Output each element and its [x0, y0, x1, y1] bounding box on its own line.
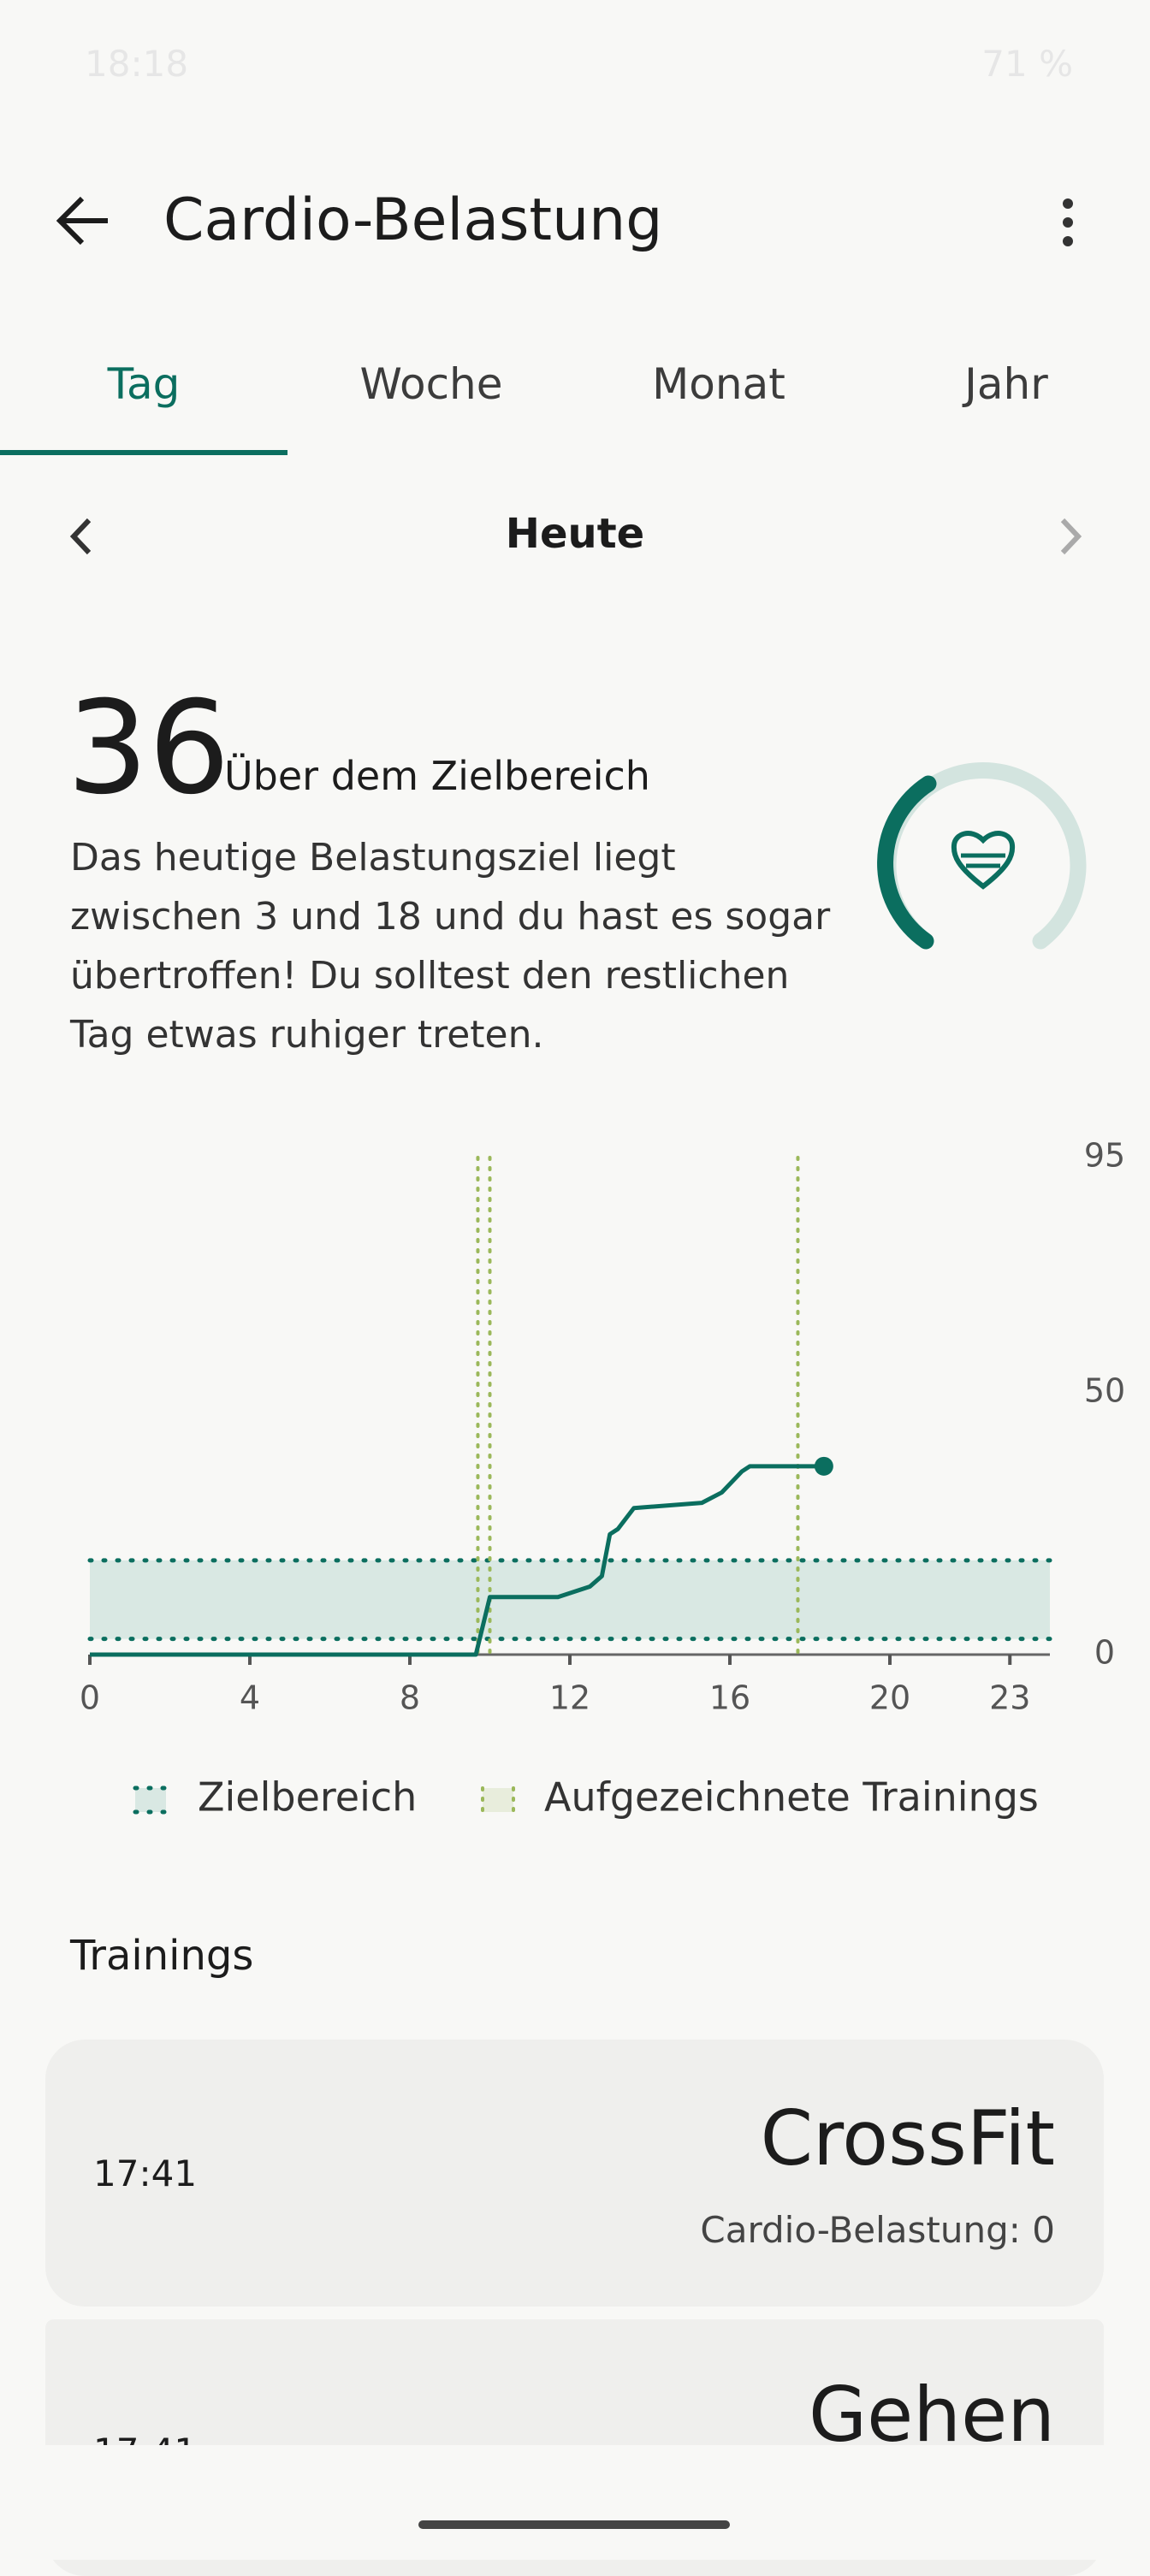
- back-button[interactable]: [51, 190, 113, 252]
- x-tick-label: 0: [80, 1679, 100, 1717]
- legend-label: Aufgezeichnete Trainings: [544, 1774, 1039, 1821]
- x-tick-label: 16: [709, 1679, 750, 1717]
- legend-swatch: [135, 1788, 166, 1812]
- x-tick-label: 8: [400, 1679, 420, 1717]
- gauge: [877, 762, 1087, 950]
- data-line: [90, 1464, 824, 1657]
- tab[interactable]: Woche: [359, 359, 503, 409]
- y-tick-label: 0: [1094, 1634, 1115, 1672]
- legend-label: Zielbereich: [198, 1774, 417, 1821]
- training-name: Gehen: [808, 2371, 1055, 2459]
- y-tick-label: 50: [1084, 1372, 1125, 1410]
- app-title: Cardio-Belastung: [163, 187, 663, 254]
- training-detail: Cardio-Belastung: 0: [700, 2209, 1055, 2251]
- nav-bar: [0, 2445, 1150, 2560]
- home-indicator: [418, 2520, 730, 2529]
- x-tick-label: 20: [869, 1679, 910, 1717]
- tab-indicator: [0, 450, 288, 455]
- next-day[interactable]: [1052, 515, 1087, 558]
- load-value: 36: [67, 674, 230, 823]
- menu-button[interactable]: [1051, 195, 1085, 250]
- status-battery: 71 %: [981, 43, 1073, 85]
- target-band: [90, 1560, 1050, 1639]
- tab[interactable]: Tag: [107, 359, 181, 409]
- load-status: Über dem Zielbereich: [224, 753, 650, 799]
- training-time: 17:41: [93, 2153, 198, 2194]
- y-tick-label: 95: [1084, 1137, 1125, 1175]
- chart: 0 4 8 12 16 20 23 0 50 95 Zielbereich Aufgezeichnet…: [80, 1137, 1125, 1821]
- section-title: Trainings: [70, 1932, 254, 1980]
- x-tick-label: 12: [549, 1679, 590, 1717]
- training-card[interactable]: 17:41 CrossFit Cardio-Belastung: 0: [45, 2040, 1104, 2307]
- date-label: Heute: [505, 510, 645, 558]
- tab[interactable]: Jahr: [964, 359, 1048, 409]
- prev-day[interactable]: [65, 515, 99, 558]
- status-time: 18:18: [85, 43, 189, 85]
- x-tick-label: 4: [240, 1679, 260, 1717]
- tab[interactable]: Monat: [652, 359, 785, 409]
- current-point: [814, 1456, 833, 1476]
- legend-swatch: [483, 1788, 513, 1812]
- x-tick-label: 23: [989, 1679, 1030, 1717]
- training-name: CrossFit: [760, 2094, 1055, 2182]
- load-description: Das heutige Belastungsziel liegt zwische…: [70, 836, 831, 1057]
